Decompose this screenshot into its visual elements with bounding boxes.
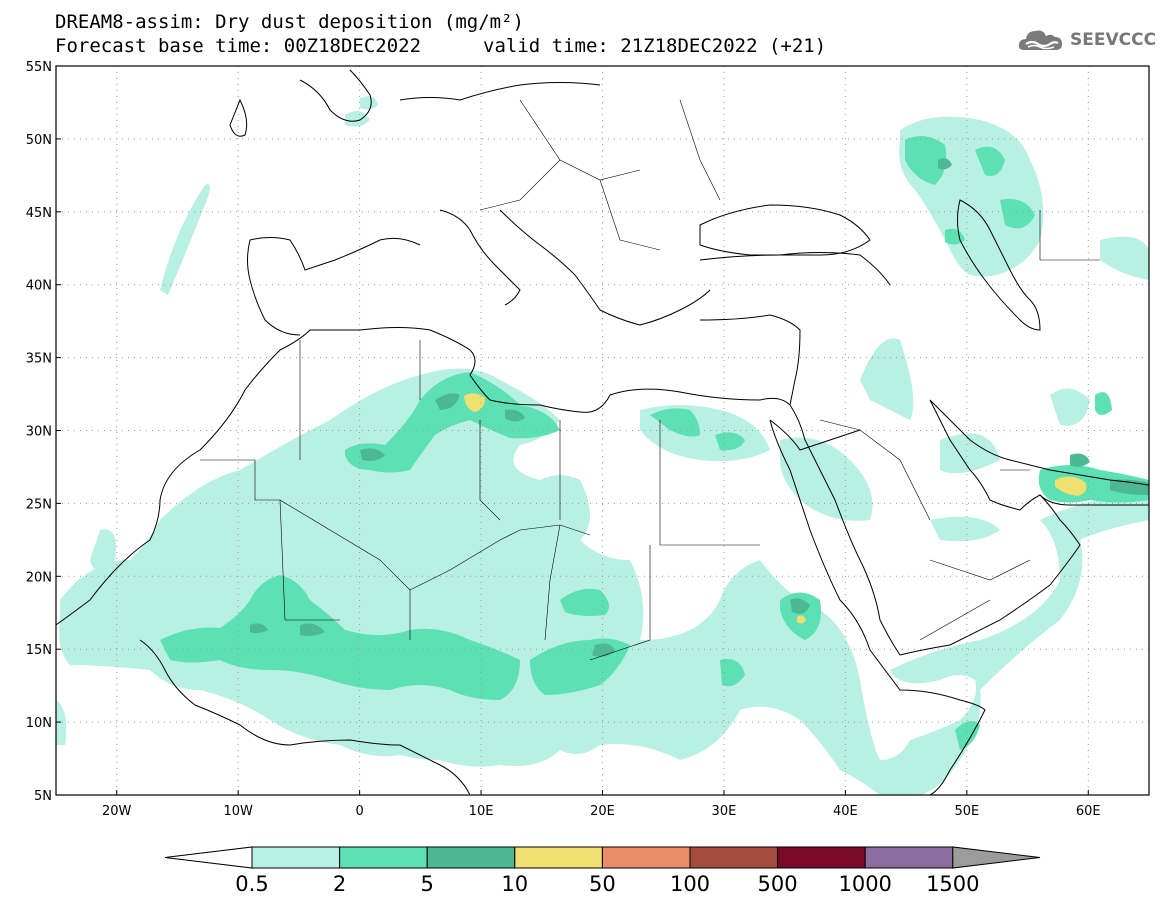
colorbar-low-arrow [164, 846, 253, 869]
colorbar-swatch [689, 846, 779, 869]
lat-label-10N: 10N [26, 716, 52, 731]
lon-label-20E: 20E [590, 804, 615, 819]
forecast-base-time: Forecast base time: 00Z18DEC2022 [55, 35, 422, 57]
colorbar-swatch [426, 846, 516, 869]
lat-label-20N: 20N [26, 570, 52, 585]
lat-label-5N: 5N [34, 789, 52, 804]
colorbar-label: 50 [589, 872, 616, 896]
lat-label-35N: 35N [26, 352, 52, 367]
lon-label-0: 0 [355, 804, 363, 819]
lon-label-10W: 10W [223, 804, 253, 819]
country-borders [200, 99, 1100, 661]
dust-field [56, 96, 1149, 795]
longitude-labels: 20W 10W 0 10E 20E 30E 40E 50E 60E [102, 790, 1101, 819]
map-title: DREAM8-assim: Dry dust deposition (mg/m²… [55, 11, 524, 33]
colorbar-high-arrow [952, 846, 1041, 869]
graticule [56, 66, 1149, 795]
lat-label-15N: 15N [26, 643, 52, 658]
lat-label-50N: 50N [26, 133, 52, 148]
colorbar-label: 10 [501, 872, 528, 896]
lon-label-20W: 20W [102, 804, 132, 819]
colorbar-label: 2 [333, 872, 346, 896]
lat-label-45N: 45N [26, 206, 52, 221]
colorbar [164, 846, 1041, 869]
lat-label-25N: 25N [26, 497, 52, 512]
deposition-level-5 [250, 158, 1149, 657]
cloud-icon [1018, 30, 1062, 50]
colorbar-label: 1000 [838, 872, 891, 896]
lon-label-50E: 50E [954, 804, 979, 819]
latitude-labels: 55N 50N 45N 40N 35N 30N 25N 20N 15N 10N 5N [26, 60, 61, 804]
lat-label-40N: 40N [26, 279, 52, 294]
lon-label-40E: 40E [833, 804, 858, 819]
deposition-level-10 [464, 393, 1087, 624]
valid-time: valid time: 21Z18DEC2022 (+21) [483, 35, 827, 57]
lon-label-30E: 30E [712, 804, 737, 819]
colorbar-label: 500 [758, 872, 798, 896]
colorbar-label: 0.5 [235, 872, 268, 896]
colorbar-label: 5 [421, 872, 434, 896]
logo-text: SEEVCCC [1070, 30, 1157, 50]
lat-label-55N: 55N [26, 60, 52, 75]
colorbar-swatch [601, 846, 691, 869]
lat-label-30N: 30N [26, 425, 52, 440]
seevccc-logo: SEEVCCC [1018, 26, 1156, 54]
colorbar-labels: 0.5 2 5 10 50 100 500 1000 1500 [235, 872, 979, 896]
lon-label-10E: 10E [469, 804, 494, 819]
colorbar-swatch [777, 846, 866, 869]
lon-label-60E: 60E [1076, 804, 1101, 819]
coastlines [56, 69, 1149, 795]
colorbar-swatch [864, 846, 954, 869]
colorbar-label: 1500 [926, 872, 979, 896]
colorbar-label: 100 [670, 872, 710, 896]
colorbar-swatch [339, 846, 428, 869]
colorbar-swatch [251, 846, 341, 869]
colorbar-swatch [514, 846, 603, 869]
